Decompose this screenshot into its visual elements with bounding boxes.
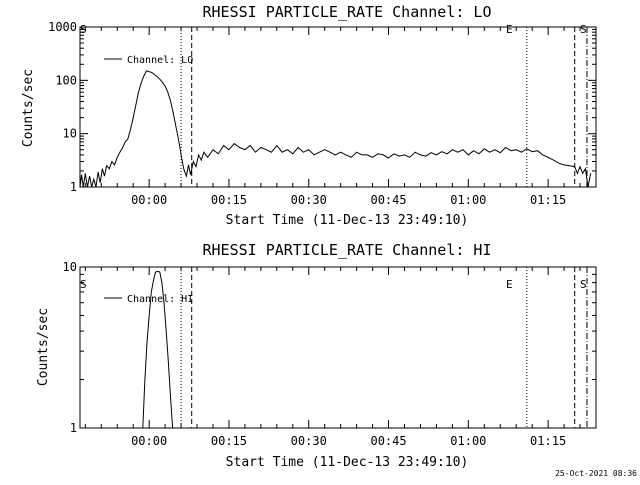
hi-x-tick-label: 00:15	[211, 434, 247, 448]
lo-legend-label: Channel: LO	[127, 55, 193, 66]
hi-x-tick-label: 00:00	[131, 434, 167, 448]
lo-channel-panel: RHESSI PARTICLE_RATE Channel: LO Start T…	[21, 3, 597, 228]
generation-timestamp: 25-Oct-2021 08:36	[555, 469, 637, 478]
hi-x-tick-label: 01:00	[450, 434, 486, 448]
lo-y-tick-label: 1	[70, 180, 77, 194]
hi-y-axis-label: Counts/sec	[36, 308, 51, 386]
lo-x-tick-label: 00:45	[370, 193, 406, 207]
lo-x-tick-label: 00:15	[211, 193, 247, 207]
lo-x-axis-label: Start Time (11-Dec-13 23:49:10)	[226, 213, 469, 228]
hi-y-tick-label: 1	[70, 421, 77, 435]
lo-flag-e-label: E	[506, 23, 513, 36]
lo-x-tick-label: 01:00	[450, 193, 486, 207]
hi-flag-left-label: S	[80, 278, 87, 291]
lo-y-tick-label: 100	[55, 73, 77, 87]
lo-y-tick-label: 1000	[48, 20, 77, 34]
hi-chart-title: RHESSI PARTICLE_RATE Channel: HI	[203, 241, 492, 259]
lo-y-axis-label: Counts/sec	[21, 69, 36, 147]
lo-y-tick-label: 10	[63, 127, 77, 141]
lo-x-tick-label: 00:00	[131, 193, 167, 207]
hi-legend-label: Channel: HI	[127, 294, 193, 305]
hi-plot-frame	[79, 266, 597, 429]
hi-channel-panel: RHESSI PARTICLE_RATE Channel: HI Start T…	[36, 241, 597, 470]
lo-x-tick-label: 01:15	[530, 193, 566, 207]
hi-y-tick-label: 10	[63, 260, 77, 274]
hi-x-tick-label: 00:30	[291, 434, 327, 448]
lo-plot-frame	[79, 26, 597, 188]
lo-x-tick-label: 00:30	[291, 193, 327, 207]
lo-flag-s-label: S	[580, 23, 587, 36]
hi-flag-s-label: S	[580, 278, 587, 291]
hi-x-tick-label: 00:45	[370, 434, 406, 448]
hi-x-axis-label: Start Time (11-Dec-13 23:49:10)	[226, 455, 469, 470]
hi-x-tick-label: 01:15	[530, 434, 566, 448]
lo-chart-title: RHESSI PARTICLE_RATE Channel: LO	[203, 3, 492, 21]
hi-series-line	[141, 270, 174, 428]
lo-series-line	[80, 70, 592, 187]
hi-flag-e-label: E	[506, 278, 513, 291]
